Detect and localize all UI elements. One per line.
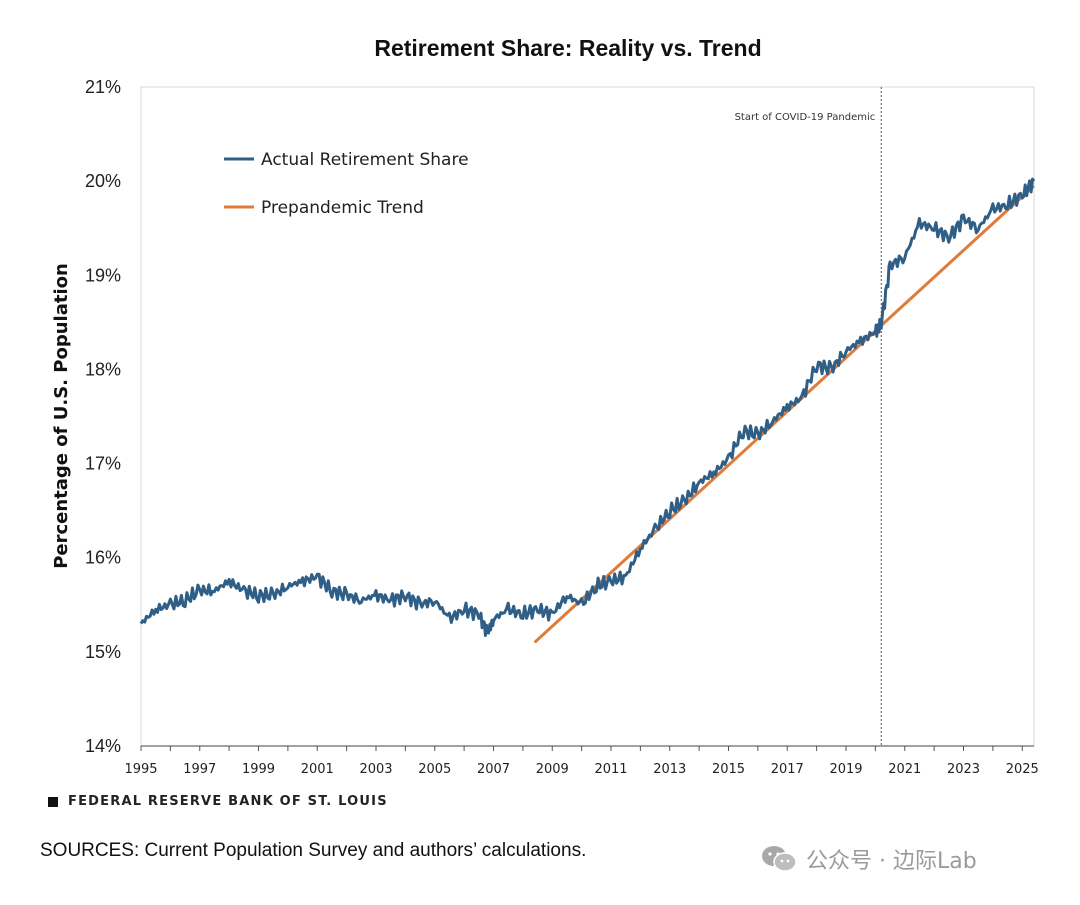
y-tick-label: 19% bbox=[85, 265, 121, 285]
x-tick-label: 2017 bbox=[771, 762, 804, 777]
series-line-actual-retirement-share bbox=[139, 177, 1036, 637]
x-tick-label: 2007 bbox=[477, 762, 510, 777]
series-line-prepandemic-trend bbox=[533, 184, 1036, 644]
square-icon bbox=[48, 796, 58, 807]
legend-label-actual: Actual Retirement Share bbox=[261, 150, 469, 170]
y-axis-label: Percentage of U.S. Population bbox=[51, 263, 72, 569]
x-tick-label: 2025 bbox=[1006, 762, 1039, 777]
y-axis-ticks: 14% 15% 16% 17% 18% 19% 20% 21% bbox=[85, 77, 121, 756]
chart-title: Retirement Share: Reality vs. Trend bbox=[374, 35, 761, 61]
x-tick-label: 2019 bbox=[829, 762, 862, 777]
x-tick-label: 2005 bbox=[418, 762, 451, 777]
legend-label-trend: Prepandemic Trend bbox=[261, 198, 424, 218]
x-tick-label: 1995 bbox=[124, 762, 157, 777]
plot-area-frame bbox=[140, 86, 1035, 747]
x-tick-label: 1999 bbox=[242, 762, 275, 777]
x-tick-label: 2001 bbox=[301, 762, 334, 777]
legend: Actual Retirement Share Prepandemic Tren… bbox=[224, 150, 469, 218]
x-tick-label: 2013 bbox=[653, 762, 686, 777]
y-tick-label: 14% bbox=[85, 736, 121, 756]
chart: Retirement Share: Reality vs. Trend 14%1… bbox=[51, 35, 1039, 777]
y-tick-label: 15% bbox=[85, 642, 121, 662]
x-tick-label: 2003 bbox=[359, 762, 392, 777]
watermark: 公众号 · 边际Lab bbox=[760, 843, 977, 875]
x-axis-ticks: 1995 1997 1999 2001 2003 2005 2007 2009 2011 2013… bbox=[124, 746, 1039, 777]
x-tick-label: 2011 bbox=[594, 762, 627, 777]
y-tick-label: 18% bbox=[85, 359, 121, 379]
wechat-icon bbox=[762, 846, 797, 872]
y-tick-label: 21% bbox=[85, 77, 121, 97]
footer-org-text: FEDERAL RESERVE BANK OF ST. LOUIS bbox=[68, 794, 388, 809]
sources-note: SOURCES: Current Population Survey and a… bbox=[40, 840, 587, 861]
x-tick-label: 2009 bbox=[536, 762, 569, 777]
watermark-text: 公众号 · 边际Lab bbox=[806, 849, 977, 874]
covid-annotation-label: Start of COVID-19 Pandemic bbox=[735, 112, 876, 123]
x-tick-label: 2023 bbox=[947, 762, 980, 777]
y-tick-label: 17% bbox=[85, 454, 121, 474]
y-tick-label: 20% bbox=[85, 171, 121, 191]
x-tick-label: 2021 bbox=[888, 762, 921, 777]
footer-organization: FEDERAL RESERVE BANK OF ST. LOUIS bbox=[48, 794, 388, 809]
x-tick-label: 2015 bbox=[712, 762, 745, 777]
y-tick-label: 16% bbox=[85, 548, 121, 568]
x-tick-label: 1997 bbox=[183, 762, 216, 777]
